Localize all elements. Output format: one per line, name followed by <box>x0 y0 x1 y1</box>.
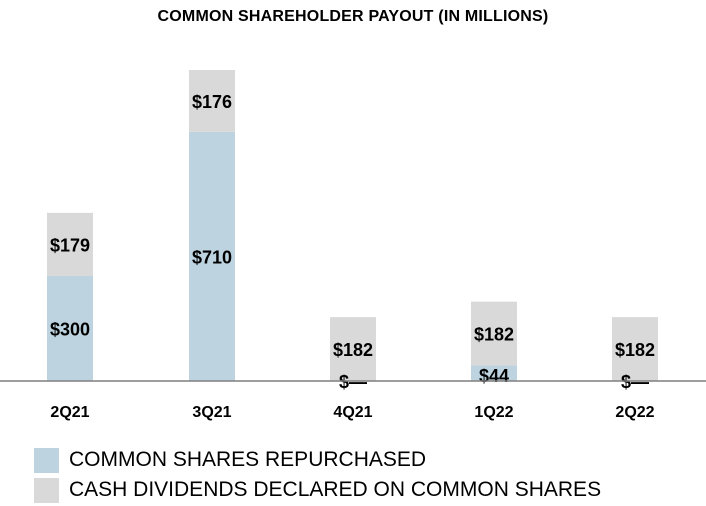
x-tick-label-3Q21: 3Q21 <box>192 404 231 421</box>
bar-dividends-1Q22 <box>471 301 517 366</box>
bar-dividends-3Q21 <box>189 70 235 132</box>
legend-item-dividends: CASH DIVIDENDS DECLARED ON COMMON SHARES <box>34 476 601 504</box>
x-tick-label-2Q22: 2Q22 <box>615 404 654 421</box>
legend-swatch-repurchased <box>34 447 59 473</box>
x-tick-label-4Q21: 4Q21 <box>333 404 372 421</box>
legend: COMMON SHARES REPURCHASED CASH DIVIDENDS… <box>34 446 601 506</box>
x-tick-label-2Q21: 2Q21 <box>50 404 89 421</box>
legend-label-dividends: CASH DIVIDENDS DECLARED ON COMMON SHARES <box>69 478 602 501</box>
chart-title: COMMON SHAREHOLDER PAYOUT (IN MILLIONS) <box>157 8 549 25</box>
data-label-dividends-4Q21: $182 <box>333 340 373 360</box>
data-label-dividends-1Q22: $182 <box>474 325 514 345</box>
bar-dividends-2Q22 <box>612 317 658 381</box>
bar-repurchased-2Q21 <box>47 275 93 381</box>
x-tick-label-1Q22: 1Q22 <box>474 404 513 421</box>
legend-swatch-dividends <box>34 477 59 503</box>
data-label-dividends-3Q21: $176 <box>192 92 232 112</box>
data-label-repurchased-4Q21: $— <box>339 372 367 392</box>
bar-chart: $179 $300 2Q21 $176 $710 3Q21 $182 $— 4Q21 $182 $4… <box>0 70 706 421</box>
legend-label-repurchased: COMMON SHARES REPURCHASED <box>69 448 427 471</box>
bar-repurchased-1Q22 <box>471 365 517 381</box>
bar-dividends-2Q21 <box>47 212 93 276</box>
bar-dividends-4Q21 <box>330 317 376 381</box>
data-label-repurchased-2Q21: $300 <box>50 319 90 339</box>
data-label-dividends-2Q21: $179 <box>50 235 90 255</box>
data-label-repurchased-3Q21: $710 <box>192 247 232 267</box>
bar-repurchased-3Q21 <box>189 131 235 381</box>
data-label-repurchased-1Q22: $44 <box>479 366 509 386</box>
data-label-repurchased-2Q22: $— <box>621 372 649 392</box>
data-label-dividends-2Q22: $182 <box>615 340 655 360</box>
legend-item-repurchased: COMMON SHARES REPURCHASED <box>34 446 601 474</box>
